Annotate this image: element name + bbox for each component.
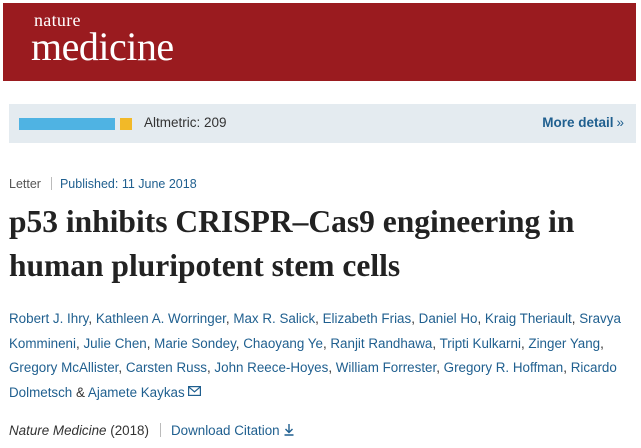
author-separator: ,	[315, 311, 323, 326]
author-link[interactable]: John Reece-Hoyes	[214, 360, 329, 375]
author-list: Robert J. Ihry, Kathleen A. Worringer, M…	[9, 307, 637, 405]
altmetric-score-bar	[19, 118, 115, 130]
author-separator: ,	[322, 335, 331, 351]
author-separator: ,	[477, 311, 485, 326]
download-icon	[284, 424, 294, 436]
author-link[interactable]: Julie Chen	[83, 335, 147, 351]
author-link[interactable]: Sravya Kommineni	[9, 311, 621, 351]
altmetric-score-square	[120, 118, 132, 130]
author-link[interactable]: Zinger Yang	[528, 335, 601, 351]
author-link[interactable]: William Forrester	[335, 360, 437, 375]
author-link[interactable]: Max R. Salick	[233, 311, 316, 326]
author-link[interactable]: Gregory McAllister	[9, 360, 119, 375]
author-link[interactable]: Chaoyang Ye	[243, 335, 323, 351]
author-link[interactable]: Robert J. Ihry	[9, 311, 89, 326]
author-link[interactable]: Elizabeth Frias	[322, 311, 412, 326]
author-separator: ,	[411, 311, 419, 326]
published-date: Published: 11 June 2018	[59, 177, 197, 191]
article-type: Letter	[9, 177, 41, 191]
citation-divider	[159, 423, 161, 437]
author-link[interactable]: Ranjit Randhawa	[330, 335, 433, 351]
author-link[interactable]: Ajamete Kaykas	[87, 384, 185, 400]
author-separator: ,	[225, 311, 234, 326]
logo-medicine: medicine	[31, 24, 174, 69]
article-meta: Letter Published: 11 June 2018	[9, 177, 197, 191]
author-separator: ,	[328, 360, 336, 375]
author-separator: ,	[563, 360, 571, 375]
author-link[interactable]: Carsten Russ	[125, 360, 207, 375]
download-citation-label: Download Citation	[170, 423, 280, 438]
author-separator: ,	[436, 360, 444, 375]
more-detail-label: More detail	[542, 115, 614, 130]
author-link[interactable]: Kraig Theriault	[484, 311, 572, 326]
publication-year: (2018)	[106, 423, 149, 438]
author-link[interactable]: Ricardo Dolmetsch	[9, 360, 617, 400]
journal-name: Nature Medicine	[9, 423, 107, 438]
author-separator: ,	[520, 335, 529, 351]
meta-divider	[50, 177, 52, 190]
download-citation-link[interactable]: Download Citation	[171, 423, 294, 438]
author-link[interactable]: Kathleen A. Worringer	[95, 311, 226, 326]
envelope-icon[interactable]	[187, 385, 201, 396]
logo-nature: nature	[34, 10, 81, 30]
author-separator: ,	[118, 360, 126, 375]
author-separator: ,	[88, 311, 96, 326]
author-separator: ,	[146, 335, 155, 351]
altmetric-bar: Altmetric: 209 More detail»	[9, 104, 636, 143]
author-separator: ,	[206, 360, 215, 375]
author-separator: ,	[432, 335, 440, 351]
author-separator: ,	[571, 311, 580, 326]
author-separator: ,	[235, 335, 244, 351]
author-last-separator: &	[72, 384, 88, 400]
author-separator: ,	[75, 335, 84, 351]
double-chevron-right-icon: »	[616, 115, 624, 130]
author-link[interactable]: Daniel Ho	[418, 311, 478, 326]
altmetric-score-label: Altmetric: 209	[144, 115, 227, 130]
author-separator: ,	[600, 335, 604, 351]
author-link[interactable]: Marie Sondey	[154, 335, 236, 351]
more-detail-link[interactable]: More detail»	[542, 115, 624, 130]
masthead: nature medicine	[3, 3, 636, 81]
author-link[interactable]: Gregory R. Hoffman	[443, 360, 564, 375]
author-link[interactable]: Tripti Kulkarni	[439, 335, 521, 351]
citation-line: Nature Medicine (2018) Download Citation	[9, 423, 294, 438]
article-title: p53 inhibits CRISPR–Cas9 engineering in …	[9, 204, 575, 283]
